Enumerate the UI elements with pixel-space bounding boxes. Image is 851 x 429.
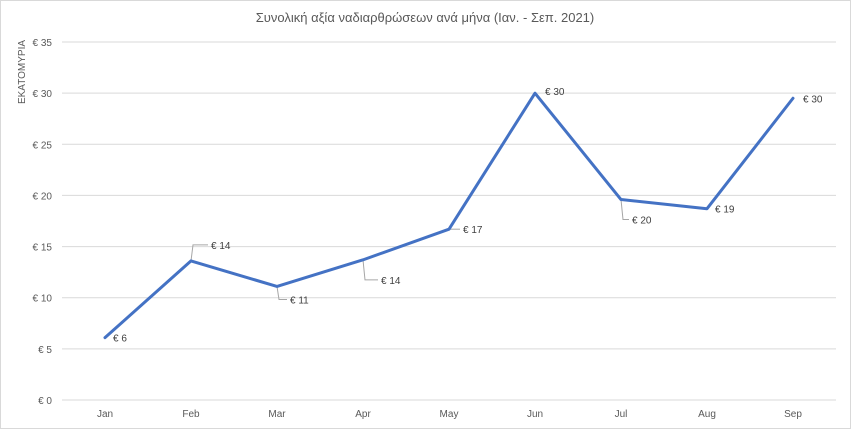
x-tick-label: Aug bbox=[698, 409, 716, 420]
leader-line bbox=[276, 286, 287, 300]
data-label: € 6 bbox=[113, 334, 127, 345]
chart-title: Συνολική αξία ναδιαρθρώσεων ανά μήνα (Ια… bbox=[256, 10, 595, 25]
gridlines bbox=[62, 41, 836, 401]
x-tick-label: Feb bbox=[182, 409, 200, 420]
y-axis-label: ΕΚΑΤΟΜΥΡΙΑ bbox=[17, 40, 28, 104]
data-label: € 20 bbox=[632, 216, 652, 227]
y-tick-label: € 15 bbox=[33, 243, 53, 254]
series-line bbox=[103, 91, 795, 340]
data-label: € 17 bbox=[463, 225, 483, 236]
series-lines bbox=[103, 91, 795, 340]
y-tick-label: € 10 bbox=[33, 294, 53, 305]
leader-line bbox=[362, 259, 378, 281]
x-tick-label: Apr bbox=[355, 409, 371, 420]
y-axis-ticks: € 0 € 5 € 10 € 15 € 20 € 25 € 30 € 35 bbox=[33, 38, 53, 407]
data-label: € 19 bbox=[715, 205, 735, 216]
data-label: € 30 bbox=[545, 87, 565, 98]
y-tick-label: € 30 bbox=[33, 89, 53, 100]
y-tick-label: € 20 bbox=[33, 191, 53, 202]
x-tick-label: Jan bbox=[97, 409, 113, 420]
y-tick-label: € 25 bbox=[33, 140, 53, 151]
y-tick-label: € 35 bbox=[33, 38, 53, 49]
x-tick-label: Sep bbox=[784, 409, 802, 420]
data-labels: € 6 € 14 € 11 € 14 € 17 € 30 € 20 € 19 € 30 bbox=[113, 87, 823, 344]
x-tick-label: Jul bbox=[615, 409, 628, 420]
y-tick-label: € 5 bbox=[38, 345, 52, 356]
x-tick-label: May bbox=[440, 409, 459, 420]
y-tick-label: € 0 bbox=[38, 396, 52, 407]
x-tick-label: Mar bbox=[268, 409, 286, 420]
x-axis-ticks: Jan Feb Mar Apr May Jun Jul Aug Sep bbox=[97, 409, 802, 420]
data-label: € 30 bbox=[803, 94, 823, 105]
data-label: € 11 bbox=[290, 295, 309, 306]
leader-lines bbox=[190, 199, 629, 300]
leader-line bbox=[190, 244, 208, 261]
x-tick-label: Jun bbox=[527, 409, 543, 420]
data-label: € 14 bbox=[211, 241, 231, 252]
leader-line bbox=[620, 199, 629, 221]
data-label: € 14 bbox=[381, 276, 401, 287]
